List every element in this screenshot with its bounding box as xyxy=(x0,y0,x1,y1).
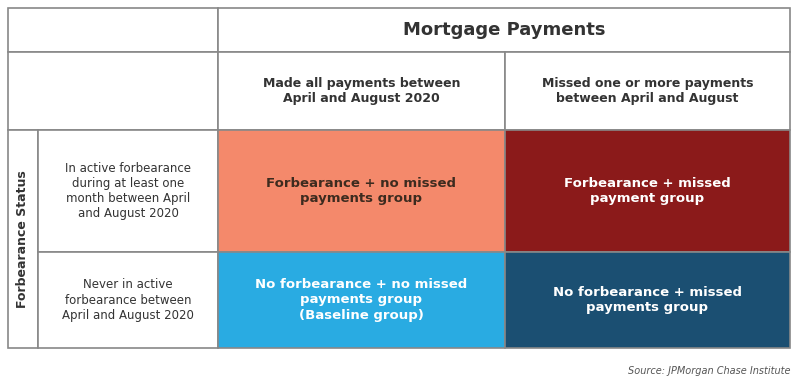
Text: No forbearance + missed
payments group: No forbearance + missed payments group xyxy=(553,286,742,314)
Text: No forbearance + no missed
payments group
(Baseline group): No forbearance + no missed payments grou… xyxy=(255,279,468,322)
Text: Never in active
forbearance between
April and August 2020: Never in active forbearance between Apri… xyxy=(62,279,194,322)
Text: Mortgage Payments: Mortgage Payments xyxy=(402,21,606,39)
Bar xyxy=(218,252,505,348)
Bar xyxy=(505,252,790,348)
Bar xyxy=(8,8,218,52)
Bar xyxy=(505,52,790,130)
Text: Missed one or more payments
between April and August: Missed one or more payments between Apri… xyxy=(542,77,754,105)
Bar xyxy=(218,52,505,130)
Text: Made all payments between
April and August 2020: Made all payments between April and Augu… xyxy=(262,77,460,105)
Text: Forbearance + no missed
payments group: Forbearance + no missed payments group xyxy=(266,177,457,205)
Text: Source: JPMorgan Chase Institute: Source: JPMorgan Chase Institute xyxy=(627,365,790,375)
Bar xyxy=(218,130,505,252)
Bar xyxy=(8,52,218,130)
Text: In active forbearance
during at least one
month between April
and August 2020: In active forbearance during at least on… xyxy=(65,162,191,220)
Bar xyxy=(218,8,790,52)
Text: Forbearance Status: Forbearance Status xyxy=(17,170,30,308)
Bar xyxy=(38,130,218,252)
Bar xyxy=(505,130,790,252)
Bar xyxy=(8,130,38,348)
Text: Forbearance + missed
payment group: Forbearance + missed payment group xyxy=(564,177,731,205)
Bar xyxy=(38,252,218,348)
